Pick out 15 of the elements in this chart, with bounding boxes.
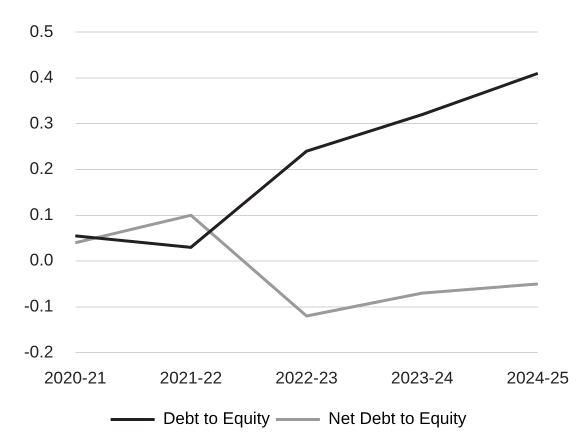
y-tick-label: -0.1 bbox=[24, 296, 54, 316]
y-tick-label: 0.2 bbox=[30, 159, 54, 178]
legend-label: Debt to Equity bbox=[163, 409, 270, 428]
y-tick-label: 0.0 bbox=[30, 250, 54, 270]
x-tick-label: 2020-21 bbox=[44, 368, 106, 388]
y-tick-label: 0.3 bbox=[30, 113, 54, 132]
x-tick-label: 2021-22 bbox=[160, 368, 222, 388]
y-tick-label: 0.4 bbox=[30, 68, 54, 87]
y-tick-label: 0.5 bbox=[30, 22, 54, 41]
y-tick-label: -0.2 bbox=[24, 342, 54, 362]
legend-label: Net Debt to Equity bbox=[328, 409, 467, 428]
x-tick-label: 2022-23 bbox=[275, 368, 338, 388]
x-tick-label: 2023-24 bbox=[390, 368, 454, 388]
x-tick-label: 2024-25 bbox=[506, 368, 569, 388]
y-tick-label: 0.1 bbox=[30, 204, 54, 224]
